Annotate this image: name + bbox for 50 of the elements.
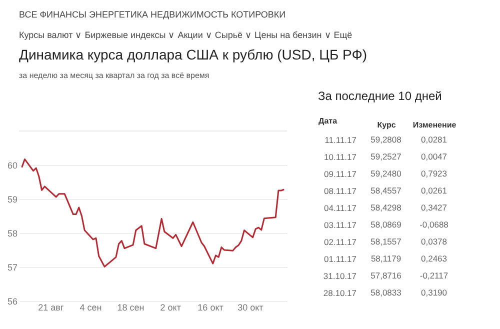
text: 59,2480 [370, 168, 402, 178]
category-label: 10.11.17 [324, 152, 356, 162]
x-tick-label: 4 сен [80, 302, 102, 312]
text: 58,4557 [370, 186, 402, 196]
x-tick-label: 30 окт [238, 302, 264, 312]
category-label: 08.11.17 [324, 186, 356, 196]
category-label: 28.10.17 [323, 288, 356, 298]
text: 0,0047 [421, 152, 447, 162]
text: -0,2117 [420, 270, 448, 280]
text: 58,1557 [370, 236, 402, 246]
x-tick-label: 21 авг [38, 302, 64, 312]
y-tick-label: 59 [7, 194, 18, 204]
text: ВСЕ ФИНАНСЫ ЭНЕРГЕТИКА НЕДВИЖИМОСТЬ КОТИРОВКИ [19, 9, 286, 20]
chart-title: Динамика курса доллара США к рублю (USD, ЦБ РФ) [19, 46, 368, 62]
text: за неделю за месяц за квартал за год за всё время [19, 70, 210, 80]
category-label: 02.11.17 [324, 237, 356, 247]
text: Дата [318, 116, 338, 126]
text: 0,3190 [421, 288, 447, 298]
text: 0,0281 [421, 134, 447, 144]
x-tick-label: 16 окт [198, 302, 224, 312]
category-label: 09.11.17 [324, 169, 356, 179]
category-label: 11.11.17 [324, 135, 356, 145]
text: 0,3427 [421, 202, 447, 212]
text: 59,2527 [370, 152, 402, 162]
text: За последние 10 дней [318, 89, 442, 103]
text: 0,7923 [421, 168, 447, 178]
category-label: 01.11.17 [324, 254, 356, 264]
text: 58,1179 [370, 254, 402, 264]
y-tick-label: 60 [7, 160, 18, 170]
x-tick-label: 18 сен [117, 302, 144, 312]
y-tick-label: 58 [7, 228, 18, 238]
category-label: 03.11.17 [324, 220, 356, 230]
text: 58,4298 [370, 202, 402, 212]
y-tick-label: 57 [7, 262, 18, 272]
category-label: 04.11.17 [324, 203, 356, 213]
text: 58,0869 [370, 220, 402, 230]
text: -0,0688 [420, 220, 448, 230]
text: 59,2808 [370, 134, 402, 144]
category-label: Изменение [412, 120, 457, 130]
text: 57,8716 [370, 270, 402, 280]
text: 0,0378 [421, 236, 447, 246]
category-label: 31.10.17 [323, 271, 356, 281]
line-series [21, 158, 285, 268]
y-tick-label: 56 [7, 296, 18, 306]
text: Курсы валют ∨ Биржевые индексы ∨ Акции ∨ Сырьё ∨ Цены на бензин ∨ Ещё [19, 30, 352, 40]
x-tick-label: 2 окт [160, 302, 181, 312]
text: 0,2463 [421, 254, 447, 264]
text: 58,0833 [370, 288, 402, 298]
text: 0,0261 [421, 186, 447, 196]
category-label: Курс [377, 120, 396, 130]
